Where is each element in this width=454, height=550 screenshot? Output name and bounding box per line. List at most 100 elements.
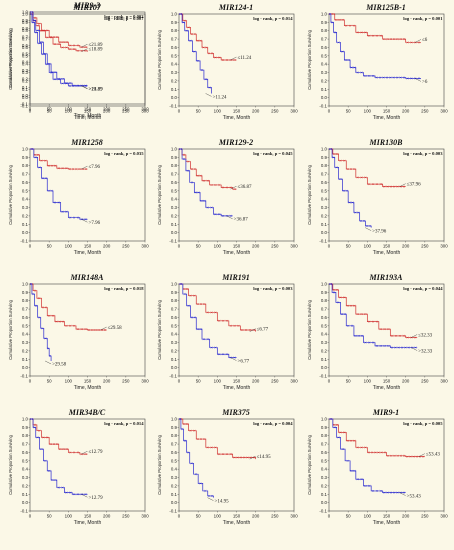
- y-tick-label: 1.0: [171, 12, 178, 17]
- x-tick-label: 100: [364, 109, 372, 114]
- y-tick-label: 0.5: [22, 188, 29, 193]
- censor-mark: [40, 448, 43, 451]
- censor-mark: [336, 152, 339, 156]
- y-axis-label: Cumulative Proportion Surviving: [157, 164, 162, 224]
- survival-curve: [179, 13, 212, 94]
- survival-curve: [329, 418, 406, 493]
- x-tick-label: 300: [440, 514, 448, 519]
- censor-mark: [211, 52, 214, 55]
- km-plot: MIR34B/C log - rank, p = 0.014 1.0 0.9 0.8 0.…: [8, 408, 149, 526]
- censor-mark: [44, 459, 47, 462]
- y-tick-label: 0.4: [171, 197, 178, 202]
- x-tick-label: 0: [328, 244, 331, 249]
- censor-mark: [208, 52, 211, 55]
- y-tick-label: 0.4: [22, 60, 29, 65]
- censor-mark: [202, 46, 205, 49]
- censor-mark: [210, 346, 213, 349]
- censor-mark: [379, 328, 382, 331]
- y-axis-label: Cumulative Proportion Surviving: [8, 27, 13, 87]
- censor-mark: [225, 186, 228, 189]
- y-tick-label: -0.1: [169, 374, 177, 379]
- censor-mark: [179, 12, 182, 16]
- x-tick-label: 250: [421, 244, 429, 249]
- censor-mark: [393, 38, 396, 41]
- x-tick-label: 200: [103, 379, 111, 384]
- censor-mark: [357, 211, 360, 214]
- x-tick-label: 250: [271, 244, 279, 249]
- survival-curve: [30, 283, 52, 361]
- censor-mark: [368, 74, 371, 77]
- group-label: >7.96: [89, 221, 101, 226]
- censor-mark: [218, 353, 221, 356]
- censor-mark: [52, 36, 56, 39]
- x-tick-label: 250: [421, 379, 429, 384]
- censor-mark: [91, 328, 94, 332]
- censor-mark: [360, 313, 363, 316]
- y-tick-label: 0.7: [22, 307, 29, 312]
- x-tick-label: 250: [421, 514, 429, 519]
- censor-mark: [372, 74, 375, 77]
- censor-mark: [84, 84, 87, 87]
- censor-mark: [205, 46, 208, 49]
- plot-frame: [178, 148, 295, 242]
- y-tick-label: 0.6: [321, 45, 328, 50]
- censor-mark: [368, 183, 371, 186]
- y-tick-label: 0.6: [321, 315, 328, 320]
- censor-mark: [368, 320, 371, 323]
- censor-mark: [403, 454, 406, 457]
- censor-mark: [229, 324, 232, 327]
- censor-mark: [214, 56, 217, 59]
- y-tick-label: 1.0: [22, 282, 29, 287]
- censor-mark: [343, 296, 346, 299]
- censor-mark: [372, 183, 375, 186]
- censor-mark: [368, 484, 371, 487]
- censor-mark: [76, 44, 79, 47]
- censor-mark: [414, 346, 417, 349]
- censor-mark: [402, 491, 406, 494]
- x-axis-label: Time, Month: [223, 115, 251, 121]
- y-tick-label: 0.3: [171, 340, 178, 345]
- censor-mark: [383, 328, 386, 331]
- x-tick-label: 50: [346, 244, 351, 249]
- censor-mark: [33, 426, 36, 429]
- pvalue-label: log - rank, p = 0.018: [104, 286, 144, 291]
- censor-mark: [36, 29, 39, 32]
- censor-mark: [75, 168, 78, 171]
- y-tick-label: 1.0: [171, 417, 178, 422]
- censor-mark: [178, 417, 182, 421]
- censor-mark: [36, 436, 39, 439]
- censor-mark: [399, 38, 402, 41]
- survival-curve: [179, 148, 233, 217]
- survival-curve: [179, 148, 237, 190]
- censor-mark: [206, 338, 209, 341]
- censor-mark: [375, 344, 378, 347]
- censor-mark: [61, 82, 64, 85]
- censor-mark: [51, 478, 54, 482]
- censor-mark: [338, 18, 341, 21]
- y-tick-label: 0.3: [171, 205, 178, 210]
- survival-curve: [179, 283, 257, 332]
- censor-mark: [72, 168, 75, 171]
- y-tick-label: 0.8: [22, 163, 29, 168]
- censor-mark: [249, 456, 252, 459]
- censor-mark: [402, 76, 406, 79]
- censor-mark: [196, 39, 199, 42]
- censor-mark: [65, 448, 68, 451]
- group-label-leader: [249, 328, 256, 332]
- y-axis-label: Cumulative Proportion Surviving: [307, 299, 312, 359]
- y-tick-label: 0.2: [22, 348, 29, 353]
- y-tick-label: 0.0: [171, 365, 178, 370]
- y-tick-label: 0.6: [22, 43, 29, 48]
- censor-mark: [225, 58, 228, 62]
- censor-mark: [222, 186, 225, 189]
- censor-mark: [352, 24, 355, 27]
- chart-title: MIR1258: [70, 138, 103, 147]
- censor-mark: [88, 328, 91, 332]
- censor-mark: [57, 201, 60, 204]
- km-plot: MIR148A log - rank, p = 0.018 1.0 0.9 0.8 0.7…: [8, 273, 149, 391]
- x-axis-label: Time, Month: [373, 520, 401, 526]
- censor-mark: [341, 448, 344, 451]
- censor-mark: [333, 152, 336, 156]
- censor-mark: [218, 183, 221, 187]
